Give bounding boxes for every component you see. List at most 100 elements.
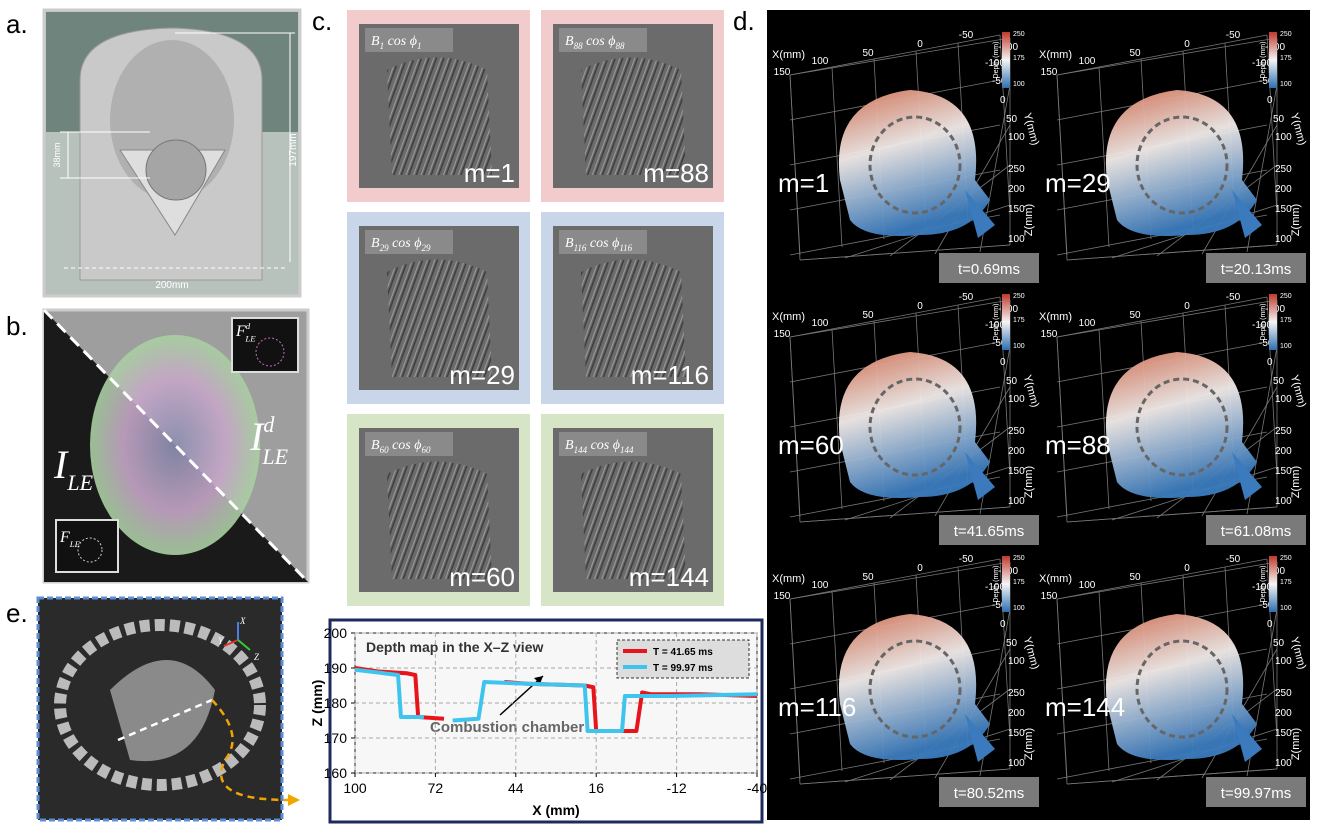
z-tick-label: 250 bbox=[1275, 688, 1292, 699]
z-tick-label: 250 bbox=[1275, 426, 1292, 437]
math-sub: LE bbox=[244, 334, 256, 344]
y-tick-label: 100 bbox=[1275, 656, 1292, 667]
x-tick-label: -50 bbox=[1226, 30, 1241, 41]
y-tick-label: 100 bbox=[1275, 132, 1292, 143]
axis-label: Z(mm) bbox=[1023, 728, 1035, 760]
plot-label: m=60 bbox=[778, 430, 844, 460]
axis-label: Z(mm) bbox=[1290, 466, 1302, 498]
tile-label: m=116 bbox=[631, 360, 709, 390]
colorbar-tick: 175 bbox=[1280, 55, 1292, 62]
plot-label: m=116 bbox=[778, 692, 856, 722]
y-tick-label: 50 bbox=[1273, 114, 1285, 125]
plot-label: m=29 bbox=[1045, 168, 1111, 198]
x-tick-label: 50 bbox=[1129, 310, 1141, 321]
panel-label: d. bbox=[733, 6, 755, 36]
dimension: 200mm bbox=[155, 280, 188, 291]
t-label: t=41.65ms bbox=[954, 523, 1024, 540]
z-tick-label: 200 bbox=[1008, 184, 1025, 195]
x-tick-label: 150 bbox=[1041, 591, 1058, 602]
x-tick-label: 0 bbox=[1184, 301, 1190, 312]
x-tick-label: 100 bbox=[812, 318, 829, 329]
formula-sub: 29 bbox=[421, 243, 431, 253]
x-tick-label: 50 bbox=[862, 310, 874, 321]
y-tick-label: 50 bbox=[1006, 114, 1018, 125]
colorbar bbox=[1269, 32, 1277, 88]
tile-label: m=60 bbox=[449, 562, 515, 592]
x-tick-label: -12 bbox=[666, 780, 686, 796]
formula-sub: 60 bbox=[421, 445, 431, 455]
colorbar-tick: 100 bbox=[1013, 343, 1025, 350]
panel-label: b. bbox=[6, 311, 28, 341]
colorbar-tick: 250 bbox=[1013, 555, 1025, 562]
x-tick-label: 150 bbox=[774, 67, 791, 78]
plot-label: m=88 bbox=[1045, 430, 1111, 460]
formula-sub: 144 bbox=[574, 445, 588, 455]
y-tick-label: 0 bbox=[1000, 95, 1006, 106]
colorbar bbox=[1269, 556, 1277, 612]
formula: B1 cos ϕ1 bbox=[371, 34, 421, 51]
colorbar-label: Depth (mm) bbox=[993, 42, 1000, 79]
colorbar-tick: 250 bbox=[1280, 31, 1292, 38]
z-tick-label: 200 bbox=[1275, 708, 1292, 719]
panel-label: a. bbox=[6, 9, 28, 39]
y-tick-label: 50 bbox=[1006, 638, 1018, 649]
plot-label: m=1 bbox=[778, 168, 829, 198]
colorbar-tick: 250 bbox=[1280, 293, 1292, 300]
axis-label: X(mm) bbox=[1039, 311, 1072, 323]
z-tick-label: 250 bbox=[1008, 426, 1025, 437]
formula-sub: 88 bbox=[615, 41, 625, 51]
math-sub: LE bbox=[69, 539, 81, 549]
y-tick-label: 0 bbox=[1000, 619, 1006, 630]
dimension: 197mm bbox=[288, 133, 299, 166]
y-tick-label: 100 bbox=[1008, 132, 1025, 143]
axis-label: Z(mm) bbox=[1290, 204, 1302, 236]
legend-label: T = 99.97 ms bbox=[653, 663, 713, 674]
axis-glyph: X bbox=[239, 616, 246, 626]
x-tick-label: 100 bbox=[812, 580, 829, 591]
x-tick-label: 0 bbox=[1184, 39, 1190, 50]
y-tick-label: 170 bbox=[324, 730, 348, 746]
colorbar bbox=[1002, 32, 1010, 88]
x-tick-label: 150 bbox=[774, 329, 791, 340]
x-tick-label: -50 bbox=[959, 30, 974, 41]
x-tick-label: 0 bbox=[1184, 563, 1190, 574]
colorbar-tick: 100 bbox=[1013, 81, 1025, 88]
x-tick-label: 50 bbox=[1129, 48, 1141, 59]
tile-label: m=29 bbox=[449, 360, 515, 390]
y-tick-label: 0 bbox=[1267, 95, 1273, 106]
colorbar-tick: 175 bbox=[1013, 579, 1025, 586]
formula-sub: 1 bbox=[417, 41, 422, 51]
gear bbox=[146, 140, 206, 200]
colorbar-label: Depth (mm) bbox=[1260, 566, 1267, 603]
panel-label: e. bbox=[6, 598, 28, 628]
x-tick-label: 0 bbox=[917, 563, 923, 574]
x-tick-label: -40 bbox=[747, 780, 767, 796]
y-tick-label: 100 bbox=[1275, 394, 1292, 405]
x-tick-label: 0 bbox=[917, 301, 923, 312]
colorbar-label: Depth (mm) bbox=[993, 304, 1000, 341]
x-tick-label: -50 bbox=[1226, 292, 1241, 303]
x-tick-label: 44 bbox=[508, 780, 524, 796]
axis-label: Z(mm) bbox=[1023, 466, 1035, 498]
inset bbox=[56, 520, 118, 572]
plot-label: m=144 bbox=[1045, 692, 1125, 722]
y-tick-label: 180 bbox=[324, 695, 348, 711]
y-tick-label: 50 bbox=[1273, 638, 1285, 649]
axis-label: X(mm) bbox=[772, 49, 805, 61]
math-sub: LE bbox=[261, 444, 288, 469]
y-tick-label: 100 bbox=[1008, 394, 1025, 405]
figure: a. b. c. d. e. 38mm 197mm 200mm Combusti… bbox=[0, 0, 1319, 828]
z-tick-label: 200 bbox=[1275, 446, 1292, 457]
colorbar-tick: 100 bbox=[1280, 343, 1292, 350]
formula-sub: 116 bbox=[619, 243, 632, 253]
colorbar-label: Depth (mm) bbox=[993, 566, 1000, 603]
y-tick-label: 0 bbox=[1267, 619, 1273, 630]
colorbar-tick: 250 bbox=[1280, 555, 1292, 562]
math-base: F bbox=[235, 323, 246, 340]
x-tick-label: 0 bbox=[917, 39, 923, 50]
math-sub: LE bbox=[66, 470, 93, 495]
colorbar-tick: 175 bbox=[1013, 317, 1025, 324]
colorbar-tick: 250 bbox=[1013, 293, 1025, 300]
arrow-head bbox=[288, 794, 300, 806]
colorbar-tick: 175 bbox=[1280, 579, 1292, 586]
